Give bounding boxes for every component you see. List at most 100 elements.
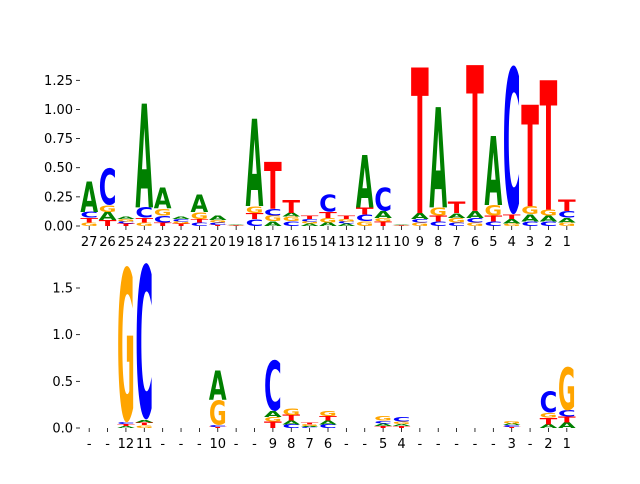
logo-letter-a: A <box>172 216 190 220</box>
logo-letter-g: G <box>264 214 282 223</box>
xtick-label: 7 <box>452 235 460 250</box>
logo-letter-a: A <box>209 363 227 410</box>
logo-letter-t: T <box>209 225 227 227</box>
logo-letter-a: A <box>540 423 558 429</box>
logo-letter-g: G <box>393 225 411 226</box>
logo-letter-a: A <box>448 212 466 220</box>
xtick-label: 20 <box>210 235 227 250</box>
logo-letter-a: A <box>319 222 337 228</box>
logo-letter-g: G <box>209 220 227 224</box>
xtick-label: - <box>197 437 202 452</box>
xtick-label: 19 <box>228 235 245 250</box>
logo-letter-c: C <box>374 420 392 424</box>
ytick-label: 1.5 <box>52 282 73 297</box>
logo-letter-a: A <box>558 421 577 430</box>
logo-letter-t: T <box>172 223 190 227</box>
logo-letter-a: A <box>521 213 539 224</box>
xtick-label: 27 <box>81 235 98 250</box>
logo-letter-c: C <box>558 210 576 221</box>
xtick-label: 4 <box>397 437 405 452</box>
logo-letter-g: G <box>172 221 190 225</box>
xtick-label: - <box>491 437 496 452</box>
logo-letter-a: A <box>429 82 447 241</box>
xtick-label: - <box>418 437 423 452</box>
logo-letter-t: T <box>429 214 447 224</box>
ytick-label: 0.25 <box>44 190 73 205</box>
logo-letter-t: T <box>191 218 209 223</box>
logo-letter-a: A <box>301 223 319 227</box>
logo-letter-g: G <box>135 425 153 429</box>
xtick-label: 22 <box>173 235 190 250</box>
logo-letter-t: T <box>356 206 375 217</box>
logo-letter-c: C <box>117 221 135 225</box>
logo-letter-c: C <box>319 424 337 430</box>
logo-letter-c: C <box>374 181 392 218</box>
ytick-label: 1.00 <box>44 103 73 118</box>
logo-letter-c: C <box>466 217 484 224</box>
xtick-label: 18 <box>246 235 263 250</box>
logo-letter-a: A <box>374 210 392 221</box>
logo-letter-t: T <box>466 26 484 259</box>
logo-letter-g: G <box>209 394 227 433</box>
top-logo-panel: 0.000.250.500.751.001.25GTCA27TAGC26TCGA… <box>44 26 576 261</box>
logo-letter-t: T <box>135 217 153 224</box>
xtick-label: 1 <box>563 235 571 250</box>
xtick-label: 5 <box>379 437 387 452</box>
logo-letter-g: G <box>338 218 356 222</box>
logo-letter-a: A <box>393 424 411 427</box>
logo-letter-t: T <box>540 45 558 252</box>
logo-letter-c: C <box>264 207 282 218</box>
logo-letter-g: G <box>466 222 484 227</box>
logo-letter-t: T <box>448 199 466 218</box>
logo-letter-c: C <box>117 422 135 425</box>
logo-letter-g: G <box>374 217 392 222</box>
xtick-label: - <box>344 437 349 452</box>
logo-letter-c: C <box>209 425 227 428</box>
xtick-label: 24 <box>136 235 153 250</box>
xtick-label: - <box>234 437 239 452</box>
xtick-label: 2 <box>544 437 552 452</box>
ytick-label: 1.0 <box>52 328 73 343</box>
ytick-label: 0.0 <box>52 422 73 437</box>
logo-letter-a: A <box>80 174 98 222</box>
logo-letter-t: T <box>282 197 300 218</box>
xtick-label: 13 <box>338 235 355 250</box>
logo-letter-g: G <box>540 208 558 217</box>
xtick-label: - <box>436 437 441 452</box>
logo-letter-t: T <box>80 217 98 224</box>
logo-letter-g: G <box>558 358 576 424</box>
logo-letter-a: A <box>558 216 576 224</box>
logo-letter-c: C <box>301 427 319 428</box>
xtick-label: 17 <box>265 235 282 250</box>
logo-letter-c: C <box>484 221 502 228</box>
ytick-label: 0.50 <box>44 161 73 176</box>
logo-letter-t: T <box>558 415 576 424</box>
ytick-label: 0.00 <box>44 220 73 235</box>
logo-letter-a: A <box>227 225 245 226</box>
logo-letter-c: C <box>503 30 521 259</box>
logo-letter-a: A <box>246 96 264 235</box>
logo-letter-c: C <box>558 409 576 419</box>
logo-letter-g: G <box>448 217 466 224</box>
xtick-label: 9 <box>416 235 424 250</box>
logo-letter-t: T <box>503 427 521 428</box>
